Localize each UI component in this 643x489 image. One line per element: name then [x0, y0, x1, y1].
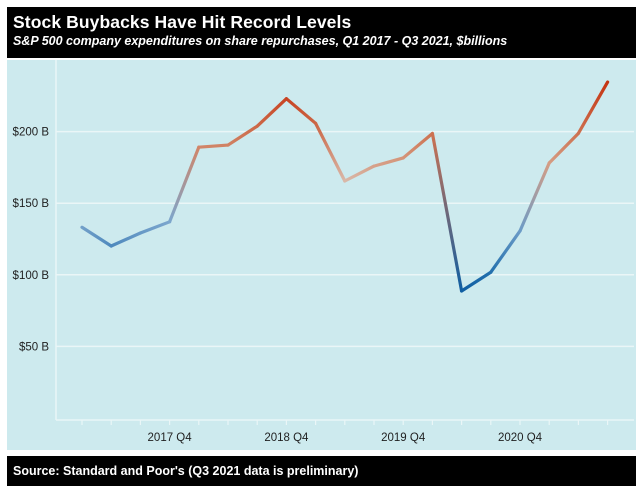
chart-header: Stock Buybacks Have Hit Record Levels S&…: [7, 7, 636, 58]
data-line-segment: [255, 97, 288, 128]
x-tick-label: 2018 Q4: [264, 432, 309, 444]
chart-plot-area: $50 B $100 B $150 B $200 B 2017 Q4 2018 Q4 201…: [7, 60, 636, 450]
buybacks-line-chart: $50 B $100 B $150 B $200 B 2017 Q4 2018 Q4 201…: [13, 60, 634, 444]
data-line-segment: [80, 225, 113, 248]
data-line-segment: [138, 220, 172, 235]
x-tick-label: 2017 Q4: [148, 432, 193, 444]
y-tick-label: $200 B: [13, 127, 50, 139]
chart-footer: Source: Standard and Poor's (Q3 2021 dat…: [7, 456, 636, 486]
source-note: Source: Standard and Poor's (Q3 2021 dat…: [13, 464, 359, 478]
data-line-segment: [489, 229, 522, 274]
data-line-segment: [109, 231, 142, 248]
x-tick-label: 2020 Q4: [498, 432, 543, 444]
data-line-segment: [576, 80, 610, 135]
data-line-segment: [401, 131, 434, 160]
data-line-segment: [314, 121, 347, 183]
data-line-segment: [372, 156, 405, 168]
data-line-segment: [518, 161, 551, 233]
y-tick-label: $50 B: [19, 341, 49, 353]
chart-title: Stock Buybacks Have Hit Record Levels: [13, 12, 352, 32]
y-tick-label: $150 B: [13, 198, 50, 210]
data-line-segment: [460, 270, 493, 293]
data-line-segment: [226, 124, 259, 147]
y-tick-label: $100 B: [13, 270, 50, 282]
data-line-segment: [343, 164, 376, 183]
chart-subtitle: S&P 500 company expenditures on share re…: [13, 34, 508, 48]
data-line-segment: [547, 131, 580, 165]
x-tick-label: 2019 Q4: [381, 432, 426, 444]
data-line-segment: [168, 145, 201, 224]
data-line-segment: [284, 97, 318, 125]
data-line-segment: [197, 143, 230, 149]
data-line-segment: [430, 131, 464, 293]
